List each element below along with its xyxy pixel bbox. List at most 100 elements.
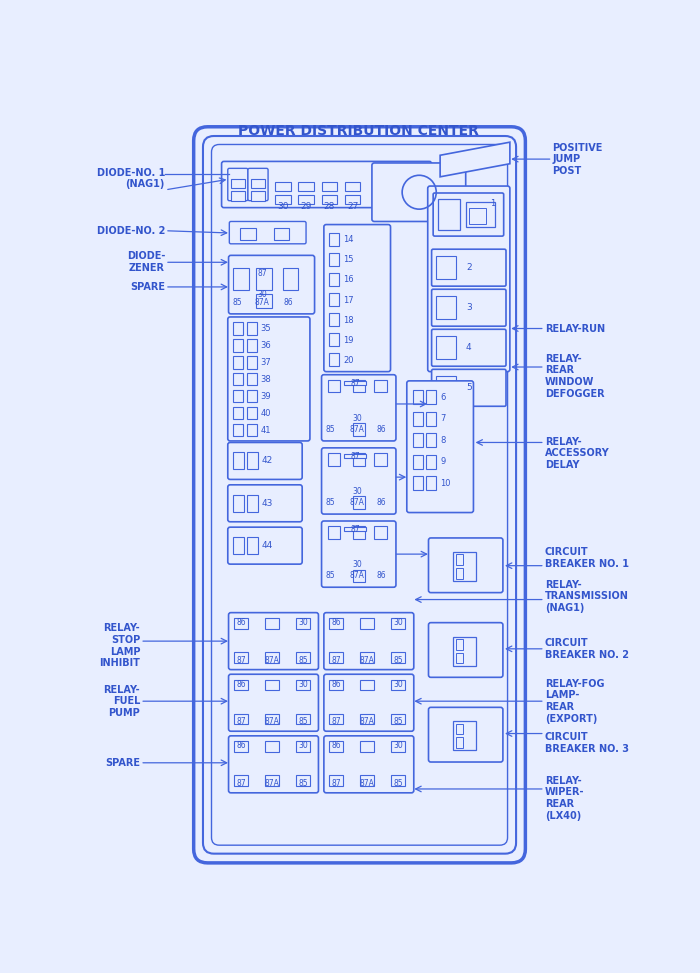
Bar	[374, 526, 386, 539]
Text: 27: 27	[347, 201, 358, 210]
Text: 30: 30	[393, 741, 403, 750]
Bar	[456, 738, 463, 748]
Bar	[413, 390, 423, 404]
FancyBboxPatch shape	[248, 168, 268, 200]
Text: 16: 16	[343, 275, 354, 284]
Bar	[360, 652, 374, 663]
Text: 86: 86	[377, 425, 386, 434]
Text: 30: 30	[298, 679, 308, 689]
Text: 87A: 87A	[350, 498, 365, 507]
FancyBboxPatch shape	[228, 485, 302, 522]
Text: 85: 85	[393, 717, 403, 727]
Bar	[436, 337, 456, 359]
Text: 85: 85	[393, 656, 403, 665]
Bar	[452, 636, 476, 666]
Bar	[452, 721, 476, 750]
Bar	[413, 412, 423, 425]
Text: 42: 42	[261, 456, 272, 465]
Text: RELAY-
REAR
WINDOW
DEFOGGER: RELAY- REAR WINDOW DEFOGGER	[545, 354, 604, 399]
Polygon shape	[440, 142, 510, 177]
Text: 2: 2	[466, 263, 472, 272]
Text: 85: 85	[298, 779, 308, 788]
Bar	[233, 374, 244, 385]
Text: RELAY-
WIPER-
REAR
(LX40): RELAY- WIPER- REAR (LX40)	[545, 775, 584, 820]
Text: 41: 41	[260, 425, 271, 435]
Bar	[247, 340, 257, 351]
FancyBboxPatch shape	[428, 186, 510, 372]
Bar	[391, 713, 405, 724]
Text: 40: 40	[260, 409, 271, 417]
Bar	[426, 454, 436, 469]
FancyBboxPatch shape	[228, 168, 248, 200]
Bar	[353, 569, 365, 582]
Bar	[296, 679, 310, 691]
Bar	[234, 618, 248, 629]
Text: 87: 87	[350, 378, 360, 387]
Bar	[233, 340, 244, 351]
Bar	[466, 202, 495, 227]
Bar	[296, 618, 310, 629]
Text: 87: 87	[350, 525, 360, 534]
Text: 30: 30	[257, 290, 267, 299]
Bar	[329, 679, 343, 691]
Text: 87: 87	[350, 451, 360, 461]
Text: RELAY-
STOP
LAMP
INHIBIT: RELAY- STOP LAMP INHIBIT	[99, 624, 140, 668]
Bar	[231, 179, 245, 189]
Bar	[275, 182, 290, 192]
Bar	[247, 356, 257, 369]
Text: POSITIVE
JUMP
POST: POSITIVE JUMP POST	[552, 142, 603, 176]
FancyBboxPatch shape	[321, 521, 396, 588]
Text: 87: 87	[332, 656, 341, 665]
Bar	[234, 775, 248, 786]
Bar	[391, 618, 405, 629]
Bar	[265, 775, 279, 786]
Text: 7: 7	[440, 414, 445, 423]
Text: 87A: 87A	[360, 656, 374, 665]
FancyBboxPatch shape	[228, 527, 302, 564]
Text: CIRCUIT
BREAKER NO. 3: CIRCUIT BREAKER NO. 3	[545, 732, 629, 753]
Text: DIODE-
ZENER: DIODE- ZENER	[127, 251, 165, 273]
FancyBboxPatch shape	[433, 193, 504, 236]
Text: 30: 30	[352, 414, 362, 423]
Text: 86: 86	[332, 741, 341, 750]
Bar	[321, 195, 337, 203]
Text: 86: 86	[236, 679, 246, 689]
Text: 10: 10	[440, 479, 451, 487]
Bar	[265, 652, 279, 663]
Bar	[296, 775, 310, 786]
Bar	[256, 294, 272, 307]
Text: SPARE: SPARE	[105, 758, 140, 768]
Text: 85: 85	[326, 425, 335, 434]
Bar	[240, 228, 256, 240]
Text: 30: 30	[352, 487, 362, 496]
Bar	[283, 269, 298, 290]
Bar	[247, 322, 257, 335]
Bar	[329, 253, 340, 267]
Bar	[413, 477, 423, 490]
Text: 4: 4	[466, 343, 472, 352]
Bar	[456, 568, 463, 579]
Bar	[353, 380, 365, 392]
Text: 19: 19	[343, 336, 354, 344]
Text: CIRCUIT
BREAKER NO. 2: CIRCUIT BREAKER NO. 2	[545, 638, 629, 660]
Bar	[256, 269, 272, 290]
Bar	[233, 269, 248, 290]
Text: 29: 29	[300, 201, 312, 210]
Text: 30: 30	[298, 618, 308, 627]
Bar	[391, 652, 405, 663]
Bar	[345, 182, 361, 192]
Text: 86: 86	[332, 618, 341, 627]
FancyBboxPatch shape	[211, 144, 508, 846]
Bar	[374, 380, 386, 392]
Text: 5: 5	[466, 383, 472, 392]
Text: 87: 87	[332, 717, 341, 727]
FancyBboxPatch shape	[432, 329, 506, 366]
Text: RELAY-RUN: RELAY-RUN	[545, 323, 605, 334]
Text: SPARE: SPARE	[130, 282, 165, 292]
Text: 86: 86	[236, 741, 246, 750]
Text: 85: 85	[298, 717, 308, 727]
Text: 17: 17	[343, 296, 354, 305]
Bar	[233, 356, 244, 369]
FancyBboxPatch shape	[372, 162, 466, 222]
Text: 85: 85	[326, 498, 335, 507]
